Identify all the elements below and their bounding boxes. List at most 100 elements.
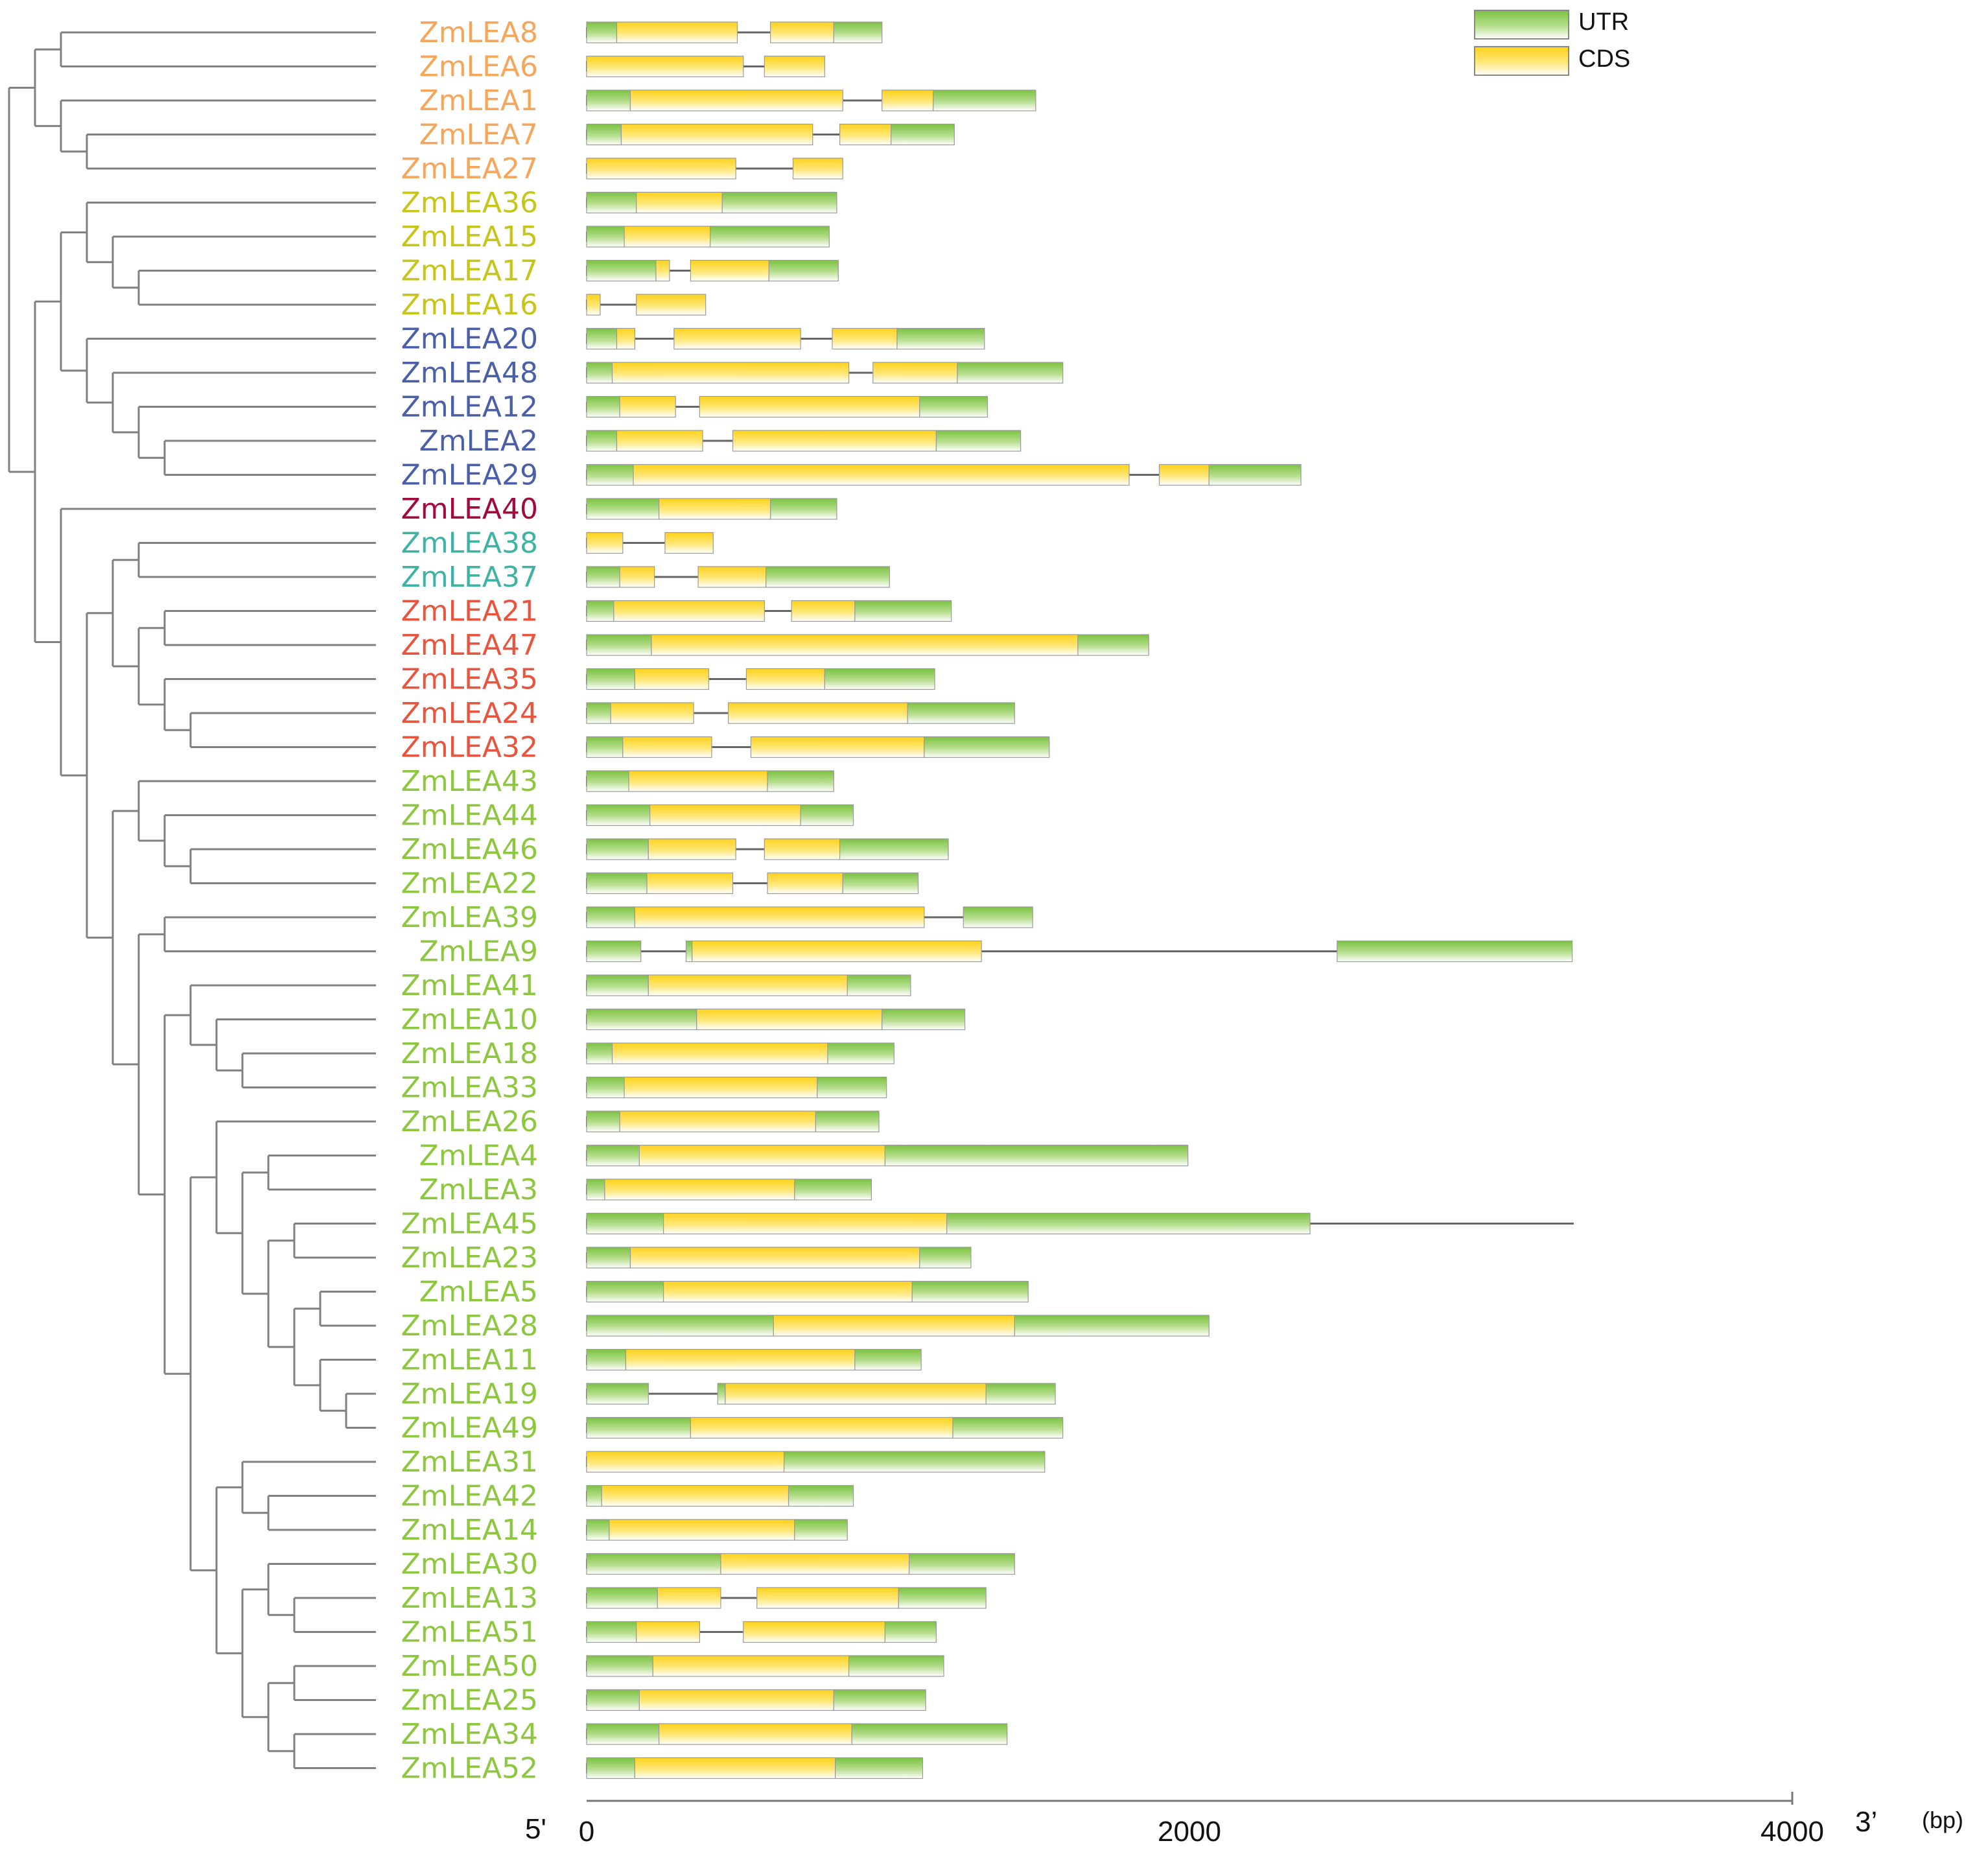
gene-structure-zmlea5 xyxy=(586,1280,1029,1303)
utr-segment xyxy=(586,327,618,350)
gene-label-zmlea18: ZmLEA18 xyxy=(401,1037,538,1070)
gene-structure-zmlea42 xyxy=(586,1484,854,1507)
cds-segment xyxy=(604,1179,795,1201)
cds-segment xyxy=(622,736,712,758)
gene-structure-zmlea1 xyxy=(586,89,1036,111)
gene-structure-zmlea19 xyxy=(586,1383,1056,1405)
utr-segment xyxy=(908,1553,1015,1575)
legend-utr-label: UTR xyxy=(1578,8,1629,36)
cds-segment xyxy=(601,1484,789,1507)
utr-segment xyxy=(586,1757,636,1779)
utr-segment xyxy=(586,123,622,146)
gene-structure-zmlea3 xyxy=(586,1179,872,1201)
gene-structure-zmlea15 xyxy=(586,226,830,248)
gene-label-zmlea7: ZmLEA7 xyxy=(419,119,538,152)
gene-structure-zmlea46 xyxy=(586,838,949,860)
utr-segment xyxy=(586,1280,664,1303)
utr-segment xyxy=(685,940,693,963)
cds-segment xyxy=(745,668,825,690)
gene-structure-zmlea33 xyxy=(586,1076,887,1099)
cds-segment xyxy=(629,89,843,111)
utr-segment xyxy=(586,1212,664,1235)
gene-label-zmlea47: ZmLEA47 xyxy=(401,629,538,662)
utr-segment xyxy=(586,1144,640,1167)
utr-segment xyxy=(586,736,624,758)
utr-segment xyxy=(963,906,1033,928)
legend: UTR CDS xyxy=(1474,8,1630,76)
utr-segment xyxy=(827,1042,895,1064)
gene-structure-zmlea50 xyxy=(586,1655,944,1677)
utr-segment xyxy=(817,1076,887,1099)
utr-segment xyxy=(891,123,955,146)
gene-label-zmlea3: ZmLEA3 xyxy=(419,1173,538,1206)
utr-segment xyxy=(766,566,890,588)
utr-segment xyxy=(783,1451,1046,1473)
gene-structure-zmlea44 xyxy=(586,804,854,827)
cds-segment xyxy=(613,600,765,622)
legend-utr-swatch xyxy=(1474,10,1569,40)
gene-label-zmlea13: ZmLEA13 xyxy=(401,1582,538,1615)
cds-segment xyxy=(649,804,801,827)
cds-segment xyxy=(636,1621,700,1643)
cds-segment xyxy=(619,1110,817,1132)
gene-label-zmlea21: ZmLEA21 xyxy=(401,595,538,628)
utr-segment xyxy=(882,1008,966,1031)
gene-label-zmlea42: ZmLEA42 xyxy=(401,1480,538,1513)
cds-segment xyxy=(791,600,856,622)
cds-segment xyxy=(673,327,801,350)
utr-segment xyxy=(935,430,1022,452)
gene-label-zmlea16: ZmLEA16 xyxy=(401,288,538,322)
gene-structure-zmlea35 xyxy=(586,668,935,690)
cds-segment xyxy=(616,21,738,43)
gene-structure-zmlea26 xyxy=(586,1110,880,1132)
gene-structure-zmlea49 xyxy=(586,1416,1064,1439)
cds-segment xyxy=(664,532,714,554)
utr-segment xyxy=(985,1383,1056,1405)
utr-segment xyxy=(586,1689,640,1711)
gene-structure-zmlea23 xyxy=(586,1247,972,1269)
cds-segment xyxy=(628,770,768,792)
gene-label-zmlea44: ZmLEA44 xyxy=(401,799,538,832)
gene-structure-zmlea14 xyxy=(586,1519,848,1541)
cds-segment xyxy=(767,872,843,895)
cds-segment xyxy=(690,259,769,282)
utr-segment xyxy=(586,770,629,792)
axis-three-prime: 3’ xyxy=(1855,1806,1877,1838)
utr-segment xyxy=(835,1757,924,1779)
cds-segment xyxy=(634,1757,836,1779)
utr-segment xyxy=(586,906,636,928)
phylogenetic-tree xyxy=(8,31,376,1769)
utr-segment xyxy=(833,21,883,43)
utr-segment xyxy=(884,1144,1189,1167)
utr-segment xyxy=(1077,634,1149,656)
utr-segment xyxy=(800,804,854,827)
cds-segment xyxy=(743,1621,885,1643)
cds-segment xyxy=(648,838,736,860)
utr-segment xyxy=(586,1315,774,1337)
utr-segment xyxy=(721,191,837,214)
cds-segment xyxy=(638,1689,834,1711)
utr-segment xyxy=(586,702,611,724)
utr-segment xyxy=(851,1723,1008,1745)
gene-structure-zmlea25 xyxy=(586,1689,926,1711)
utr-segment xyxy=(586,1348,627,1371)
cds-segment xyxy=(727,702,908,724)
utr-segment xyxy=(842,872,919,895)
cds-segment xyxy=(586,158,736,180)
utr-segment xyxy=(768,259,839,282)
gene-label-zmlea23: ZmLEA23 xyxy=(401,1241,538,1274)
utr-segment xyxy=(586,1553,721,1575)
gene-structure-zmlea37 xyxy=(586,566,890,588)
gene-structure-zmlea34 xyxy=(586,1723,1008,1745)
cds-segment xyxy=(872,362,958,384)
gene-structure-zmlea31 xyxy=(586,1451,1046,1473)
utr-segment xyxy=(586,668,636,690)
gene-label-zmlea17: ZmLEA17 xyxy=(401,255,538,288)
gene-label-zmlea20: ZmLEA20 xyxy=(401,323,538,356)
gene-label-zmlea6: ZmLEA6 xyxy=(419,51,538,84)
gene-structure-zmlea4 xyxy=(586,1144,1189,1167)
utr-segment xyxy=(848,1655,944,1677)
cds-segment xyxy=(625,1348,856,1371)
utr-segment xyxy=(946,1212,1311,1235)
utr-segment xyxy=(586,1621,637,1643)
